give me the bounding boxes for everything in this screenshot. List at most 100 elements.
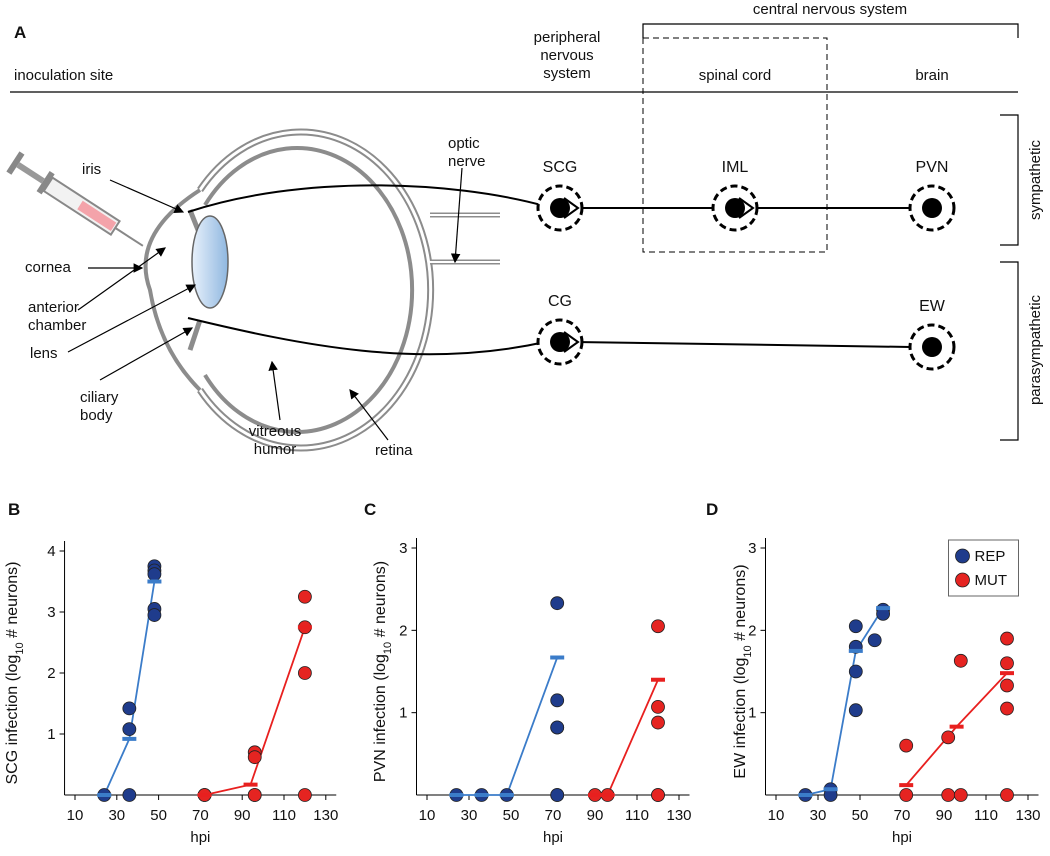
point [550,720,565,735]
mean-line [595,679,659,796]
point [848,664,863,679]
side-label: sympathetic [1027,139,1044,220]
point [941,788,956,802]
pointer [450,167,463,264]
y-tick-label: 2 [748,622,756,639]
y-tick-label: 2 [47,665,55,682]
synapse [738,197,755,219]
pointer [109,179,185,214]
point [1000,656,1014,671]
pointer [77,247,166,311]
eye-label: retina [375,442,413,459]
y-label-part: 10 [742,645,754,657]
pointer [349,389,389,441]
eye [143,128,500,452]
x-tick-label: 90 [234,807,251,824]
point [651,715,665,730]
x-tick-label: 50 [503,807,520,824]
spinal-box [642,37,828,253]
x-tick-label: 90 [587,807,604,824]
eye-label: lens [30,345,58,362]
x-tick-label: 50 [852,807,869,824]
bracket [1000,261,1019,441]
point [247,788,262,802]
pointer [268,360,281,421]
point [550,596,565,611]
y-label-part: PVN infection (log [372,654,389,782]
bracket [642,23,1019,38]
point [899,738,914,753]
neurons: SCG IML PVN CG EW [536,159,956,371]
y-tick-label: 2 [399,622,407,639]
eye-label: optic nerve [448,135,486,170]
x-tick-label: 130 [313,807,338,824]
point [651,700,665,714]
y-label-part: EW infection (log [732,658,749,779]
eye-label: anterior chamber [28,299,86,334]
eye-label: cornea [25,259,72,276]
neuron-body [922,198,942,218]
y-axis-label: PVN infection (log10 # neurons) [372,561,394,782]
mean-line [905,672,1008,786]
mean-line [456,657,559,796]
point [297,666,312,680]
y-label-part: # neurons) [732,564,749,645]
header-label: peripheral nervous system [534,29,601,82]
point [122,722,137,737]
x-tick-label: 30 [810,807,827,824]
x-tick-label: 130 [1015,807,1040,824]
x-tick-label: 110 [272,807,296,824]
point [122,701,137,716]
y-tick-label: 3 [399,540,407,557]
point [297,788,312,802]
point [1000,701,1014,716]
point [122,788,137,802]
node-label: IML [722,159,749,176]
x-tick-label: 70 [545,807,562,824]
y-label-part: # neurons) [372,561,389,642]
point [848,619,863,634]
y-tick-label: 3 [47,604,55,621]
y-tick-label: 1 [399,705,407,722]
node-label: SCG [543,159,578,176]
x-axis-label: hpi [892,829,912,846]
axon [574,341,911,348]
panel-label: C [364,500,376,519]
x-tick-label: 110 [974,807,998,824]
synapse [563,331,580,353]
point [147,567,162,582]
x-tick-label: 10 [67,807,84,824]
header-label: inoculation site [14,67,113,84]
node-label: CG [548,293,572,310]
pointer [99,327,194,381]
point [1000,788,1014,802]
mean-line [204,626,306,796]
x-tick-label: 50 [150,807,167,824]
header-label: spinal cord [699,67,772,84]
y-tick-label: 3 [748,540,756,557]
point [1000,631,1014,646]
x-tick-label: 10 [768,807,785,824]
mean-line [805,607,884,796]
x-tick-label: 130 [666,807,691,824]
y-label-part: 10 [382,642,394,654]
x-tick-label: 30 [461,807,478,824]
x-tick-label: 70 [192,807,209,824]
eye-label: iris [82,161,101,178]
eye-label: vitreous humor [249,423,302,458]
x-tick-label: 30 [108,807,125,824]
y-axis-label: SCG infection (log10 # neurons) [4,561,26,784]
point [941,730,956,745]
legend-label: MUT [975,572,1008,589]
neuron-body [550,198,570,218]
node-label: PVN [916,159,949,176]
eye-label: ciliary body [80,389,119,424]
x-tick-label: 10 [419,807,436,824]
neuron-body [922,337,942,357]
legend-label: REP [975,548,1006,565]
point [147,608,162,622]
y-tick-label: 1 [47,726,55,743]
x-axis-label: hpi [190,829,210,846]
node-label: EW [919,298,946,315]
